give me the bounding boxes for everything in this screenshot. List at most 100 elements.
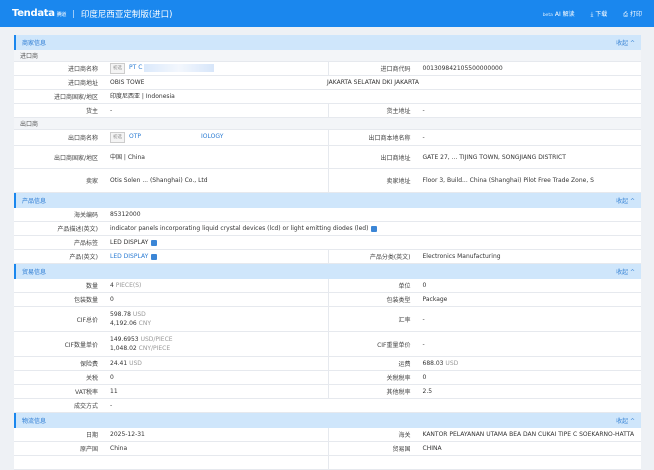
value: indicator panels incorporating liquid cr… <box>110 225 369 232</box>
section-logistics: 物流信息 收起 ^ <box>14 413 641 428</box>
value: - <box>422 107 425 114</box>
value: GATE 27, ... TIJING TOWN, SONGJIANG DIST… <box>422 153 566 161</box>
value: 598.78 <box>110 311 131 318</box>
collapse-button[interactable]: 收起 ^ <box>616 269 635 276</box>
value: 4,192.06 <box>110 320 137 327</box>
label: VAT税率 <box>74 389 98 396</box>
value: 688.03 <box>422 360 444 367</box>
value: CHINA <box>422 445 442 452</box>
label: 日期 <box>85 432 98 439</box>
label: CIF总价 <box>76 316 98 324</box>
tag: 初选 <box>110 132 125 143</box>
label: 出口商国家/地区 <box>53 154 98 162</box>
value: - <box>110 402 113 409</box>
label: 进口商地址 <box>67 80 98 87</box>
exporter-name-link[interactable]: OTP <box>129 133 142 140</box>
logo: Tendata 腾道 <box>12 8 67 19</box>
page-title: 印度尼西亚定制版(进口) <box>80 9 173 20</box>
value: - <box>422 315 425 323</box>
section-product: 产品信息 收起 ^ <box>14 193 641 208</box>
label: 贸易国 <box>392 446 411 453</box>
print-button[interactable]: ⎙ 打印 <box>623 10 642 18</box>
label: 原产国 <box>79 446 98 453</box>
value: 149.6953 <box>110 336 139 343</box>
label: 海关 <box>398 432 411 439</box>
label: 货主地址 <box>386 108 411 115</box>
detail-panel: 商家信息 收起 ^ 进口商 进口商名称 初选 PT C 进口商代码 0013098421… <box>14 35 641 470</box>
value: 001309842105500000000 <box>422 65 503 72</box>
unit: USD <box>132 311 146 318</box>
product-link[interactable]: LED DISPLAY <box>110 253 149 260</box>
label: 进口商名称 <box>67 66 98 73</box>
unit: PIECE(S) <box>115 282 142 289</box>
label: 关税税率 <box>386 375 411 382</box>
table-row: VAT税率 11 其他税率 2.5 <box>14 385 641 399</box>
translate-icon[interactable] <box>151 253 158 260</box>
section-merchant: 商家信息 收起 ^ <box>14 35 641 50</box>
value: Floor 3, Build... China (Shanghai) Pilot… <box>422 177 594 184</box>
label: 产品描述(英文) <box>57 226 98 233</box>
table-row: 关税 0 关税税率 0 <box>14 371 641 385</box>
collapse-button[interactable]: 收起 ^ <box>616 198 635 205</box>
value: 24.41 <box>110 360 128 367</box>
label: 出口商名称 <box>67 135 98 142</box>
label: 运费 <box>398 361 411 368</box>
download-button[interactable]: ⤓ 下载 <box>590 10 608 18</box>
unit: USD <box>129 360 142 367</box>
label: 出口商本地名称 <box>368 135 411 142</box>
value: 2.5 <box>422 388 433 395</box>
unit: USD <box>445 360 459 367</box>
value: OBIS TOWE <box>110 79 145 86</box>
value: 4 <box>110 282 114 289</box>
value: 中国 | China <box>110 153 145 161</box>
label: 成交方式 <box>73 403 98 410</box>
collapse-button[interactable]: 收起 ^ <box>616 418 635 425</box>
value: JAKARTA SELATAN DKI JAKARTA <box>327 79 420 86</box>
tag: 初选 <box>110 63 125 74</box>
translate-icon[interactable] <box>371 225 378 232</box>
table-row: 包装数量 0 包装类型 Package <box>14 293 641 307</box>
importer-subheader: 进口商 <box>14 50 641 62</box>
value: - <box>110 107 113 114</box>
exporter-name-link[interactable]: IOLOGY <box>201 133 224 140</box>
label: 包装类型 <box>386 297 411 304</box>
importer-name-link[interactable]: PT C <box>129 64 143 71</box>
table-row: CIF总价 598.78 USD 4,192.06 CNY 汇率 - <box>14 307 641 332</box>
value: 0 <box>422 282 427 289</box>
table-row: 数量 4 PIECE(S) 单位 0 <box>14 279 641 293</box>
label: 产品标签 <box>73 240 98 247</box>
value: 1,048.02 <box>110 345 137 352</box>
value: China <box>110 445 128 452</box>
value: Electronics Manufacturing <box>422 253 501 260</box>
label: 关税 <box>85 375 98 382</box>
label: 产品分类(英文) <box>369 254 411 261</box>
value: Package <box>422 296 448 303</box>
value: 85312000 <box>110 211 141 218</box>
download-icon: ⤓ <box>590 10 594 18</box>
label: 卖家 <box>85 178 98 185</box>
label: 汇率 <box>398 316 411 324</box>
label: 包装数量 <box>73 297 98 304</box>
value: 2025-12-31 <box>110 431 145 438</box>
label: CIF重量单价 <box>377 341 411 349</box>
table-row: CIF数量单价 149.6953 USD/PIECE 1,048.02 CNY/PI… <box>14 332 641 357</box>
ai-interpret-button[interactable]: beta AI 解读 <box>542 10 575 18</box>
value: - <box>422 340 425 348</box>
section-trade: 贸易信息 收起 ^ <box>14 264 641 279</box>
label: 保险费 <box>79 361 98 368</box>
label: CIF数量单价 <box>64 341 98 349</box>
printer-icon: ⎙ <box>623 10 629 18</box>
label: 货主 <box>85 108 98 115</box>
value: KANTOR PELAYANAN UTAMA BEA DAN CUKAI TIP… <box>422 431 635 438</box>
value: 11 <box>110 388 118 395</box>
table-row: 保险费 24.41 USD 运费 688.03 USD <box>14 357 641 371</box>
value: 印度尼西亚 | Indonesia <box>110 93 175 100</box>
label: 进口商代码 <box>380 66 411 73</box>
value: 0 <box>422 374 427 381</box>
collapse-button[interactable]: 收起 ^ <box>616 40 635 47</box>
top-bar: Tendata 腾道 | 印度尼西亚定制版(进口) beta AI 解读 ⤓ 下载 … <box>0 0 654 27</box>
unit: CNY/PIECE <box>138 345 171 352</box>
value: - <box>422 134 425 141</box>
label: 单位 <box>398 283 411 290</box>
translate-icon[interactable] <box>151 239 158 246</box>
